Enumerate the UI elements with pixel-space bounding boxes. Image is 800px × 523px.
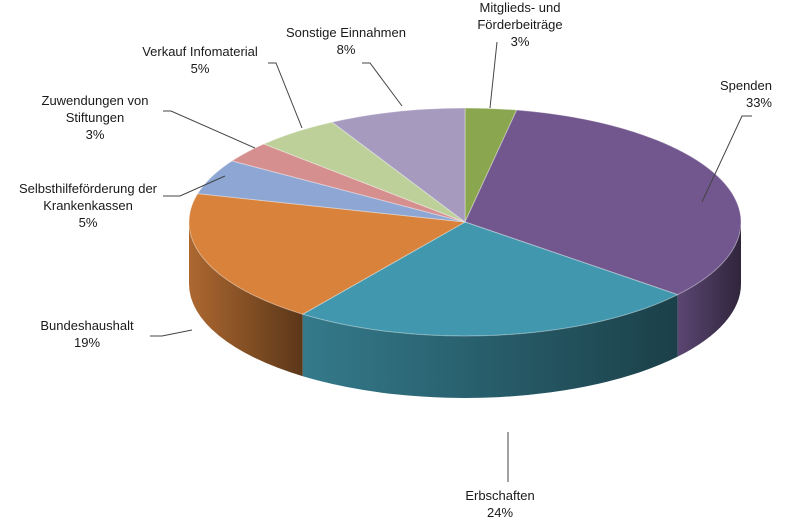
pie-slice-3	[188, 193, 467, 315]
pie-top	[188, 107, 742, 337]
pie-slice-2	[301, 221, 679, 337]
slice-label-5: Zuwendungen von Stiftungen 3%	[42, 93, 149, 142]
pie-slice-6	[262, 121, 466, 223]
leader-line-0	[489, 41, 498, 109]
leader-line-1	[701, 115, 752, 203]
leader-line-5	[163, 110, 256, 149]
slice-label-7: Sonstige Einnahmen 8%	[286, 25, 406, 57]
pie-slice-5	[230, 143, 466, 223]
pie-side-1	[677, 222, 741, 357]
pie-slice-0	[464, 107, 518, 223]
slice-label-1: Spenden 33%	[720, 78, 772, 110]
slice-label-3: Bundeshaushalt 19%	[40, 318, 134, 350]
leader-line-7	[362, 62, 403, 107]
slice-labels: Mitglieds- und Förderbeiträge 3% Spenden 33%…	[19, 0, 772, 520]
leader-lines	[150, 41, 752, 482]
pie-side-3	[189, 222, 303, 377]
pie-slice-1	[464, 109, 742, 296]
slice-label-2: Erbschaften 24%	[465, 488, 534, 520]
pie-slice-7	[330, 107, 466, 224]
leader-line-4	[163, 175, 226, 197]
slice-label-6: Verkauf Infomaterial 5%	[142, 44, 258, 76]
leader-line-6	[268, 62, 303, 129]
pie-slice-4	[196, 160, 466, 223]
slice-label-4: Selbsthilfeförderung der Krankenkassen 5%	[19, 181, 158, 230]
pie-side-2	[302, 294, 678, 399]
leader-line-3	[150, 329, 193, 337]
pie-sides	[189, 222, 741, 399]
slice-label-0: Mitglieds- und Förderbeiträge 3%	[477, 0, 562, 49]
